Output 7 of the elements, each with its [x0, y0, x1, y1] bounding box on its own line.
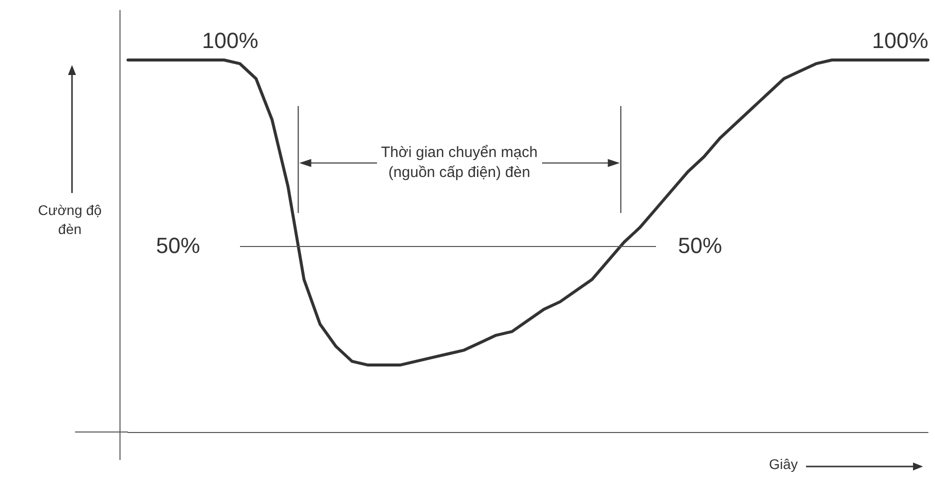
annotation: 100%: [202, 27, 258, 55]
annotation: Thời gian chuyển mạch (nguồn cấp điện) đèn: [381, 142, 538, 183]
x-axis-title: Giây: [769, 455, 798, 474]
annotation: 50%: [156, 232, 200, 260]
annotation: 50%: [678, 232, 722, 260]
y-axis-title: Cường độ đèn: [38, 200, 102, 239]
annotation: 100%: [872, 27, 928, 55]
